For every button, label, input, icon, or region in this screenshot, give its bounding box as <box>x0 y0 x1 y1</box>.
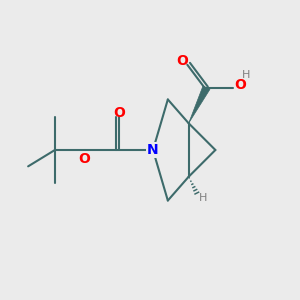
Text: N: N <box>147 143 159 157</box>
Polygon shape <box>189 178 190 179</box>
Polygon shape <box>193 188 198 192</box>
Text: O: O <box>234 78 246 92</box>
Polygon shape <box>192 186 196 189</box>
Text: O: O <box>176 54 188 68</box>
Polygon shape <box>191 183 194 185</box>
Text: H: H <box>242 70 250 80</box>
Polygon shape <box>190 180 192 182</box>
Text: O: O <box>113 106 125 120</box>
Polygon shape <box>194 191 200 195</box>
Text: H: H <box>199 193 208 202</box>
Text: O: O <box>78 152 90 166</box>
Polygon shape <box>189 86 210 123</box>
